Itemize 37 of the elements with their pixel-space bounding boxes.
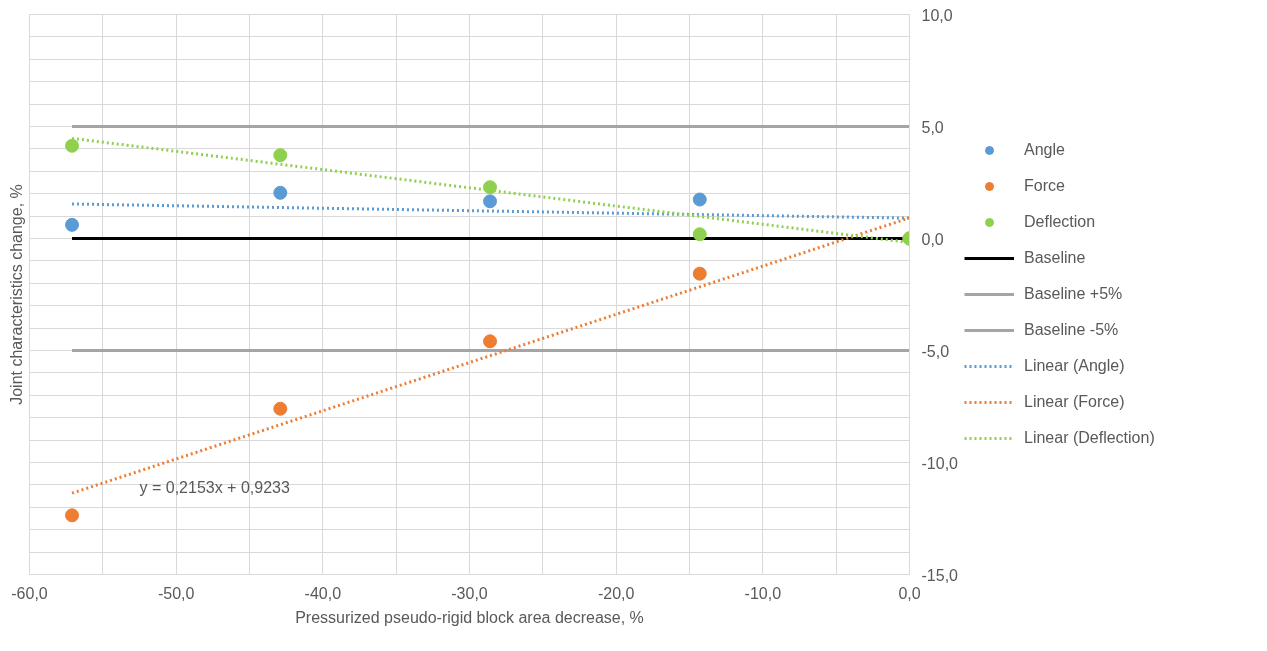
y-tick-label: 0,0 [921,230,944,248]
legend-label: Baseline -5% [1024,321,1119,339]
y-tick-label: 10,0 [921,6,953,24]
x-tick-label: -50,0 [157,584,195,602]
point [65,217,80,232]
x-tick-label: 0,0 [898,584,921,602]
legend-label: Deflection [1024,213,1096,231]
x-tick-label: -10,0 [744,584,782,602]
annotation: y = 0,2153x + 0,9233 [139,478,290,496]
legend-label: Force [1024,177,1065,195]
point [483,180,498,195]
point [692,266,707,281]
legend-label: Linear (Force) [1024,393,1125,411]
point [273,401,288,416]
point [483,194,498,209]
legend-label: Linear (Angle) [1024,357,1125,375]
legend-label: Baseline [1024,249,1086,267]
y-tick-label: -10,0 [921,454,959,472]
legend-label: Baseline +5% [1024,285,1123,303]
x-tick-label: -60,0 [11,584,48,602]
y-tick-label: -15,0 [921,566,959,584]
point [692,227,707,242]
point [692,192,707,207]
y-tick-label: 5,0 [921,118,944,136]
y-tick-label: -5,0 [921,342,950,360]
point [273,185,288,200]
point [65,138,80,153]
y-axis-title: Joint characteristics change, % [7,184,25,405]
point [65,508,80,523]
point [483,334,498,349]
x-tick-label: -30,0 [451,584,488,602]
x-axis-title: Pressurized pseudo-rigid block area decrease, % [295,608,644,626]
x-tick-label: -40,0 [304,584,342,602]
x-tick-label: -20,0 [597,584,635,602]
point [273,148,288,163]
legend-label: Linear (Deflection) [1024,429,1155,447]
legend-label: Angle [1024,141,1065,159]
